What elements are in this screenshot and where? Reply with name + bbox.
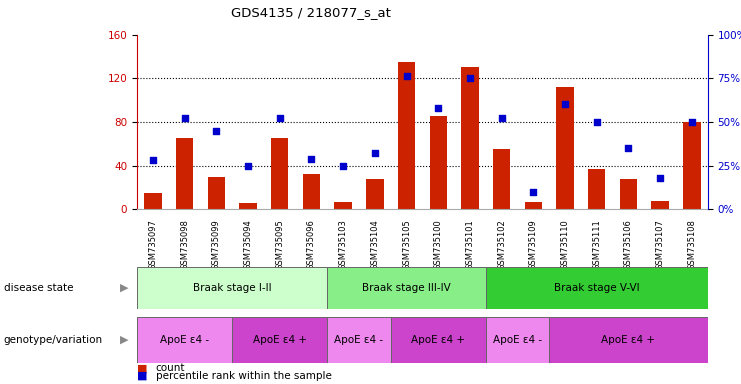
Point xyxy=(210,127,222,134)
Bar xyxy=(366,179,384,209)
Point xyxy=(242,162,254,169)
Text: genotype/variation: genotype/variation xyxy=(4,335,103,345)
Bar xyxy=(525,202,542,209)
Point xyxy=(337,162,349,169)
Bar xyxy=(271,138,288,209)
Bar xyxy=(334,202,352,209)
Bar xyxy=(144,193,162,209)
Text: ■: ■ xyxy=(137,371,147,381)
Text: disease state: disease state xyxy=(4,283,73,293)
Point xyxy=(496,115,508,121)
Text: ■: ■ xyxy=(137,363,147,373)
Bar xyxy=(461,67,479,209)
Text: percentile rank within the sample: percentile rank within the sample xyxy=(156,371,331,381)
Point xyxy=(622,145,634,151)
Bar xyxy=(137,267,328,309)
Point xyxy=(401,73,413,79)
Bar xyxy=(556,87,574,209)
Bar xyxy=(328,317,391,363)
Point xyxy=(464,75,476,81)
Bar xyxy=(328,267,486,309)
Text: ApoE ε4 +: ApoE ε4 + xyxy=(602,335,655,345)
Bar xyxy=(398,62,415,209)
Text: Braak stage V-VI: Braak stage V-VI xyxy=(554,283,639,293)
Point xyxy=(654,175,666,181)
Bar xyxy=(588,169,605,209)
Point xyxy=(274,115,286,121)
Text: Braak stage III-IV: Braak stage III-IV xyxy=(362,283,451,293)
Text: ApoE ε4 +: ApoE ε4 + xyxy=(253,335,307,345)
Bar xyxy=(430,116,447,209)
Text: ApoE ε4 +: ApoE ε4 + xyxy=(411,335,465,345)
Bar xyxy=(137,317,232,363)
Point xyxy=(528,189,539,195)
Point xyxy=(686,119,698,125)
Bar xyxy=(683,122,700,209)
Point xyxy=(179,115,190,121)
Text: ▶: ▶ xyxy=(119,335,128,345)
Bar xyxy=(303,174,320,209)
Text: ▶: ▶ xyxy=(119,283,128,293)
Bar xyxy=(486,267,708,309)
Bar xyxy=(619,179,637,209)
Point xyxy=(147,157,159,164)
Point xyxy=(559,101,571,108)
Text: GDS4135 / 218077_s_at: GDS4135 / 218077_s_at xyxy=(231,6,391,19)
Bar xyxy=(391,317,486,363)
Text: ApoE ε4 -: ApoE ε4 - xyxy=(334,335,384,345)
Text: count: count xyxy=(156,363,185,373)
Text: ApoE ε4 -: ApoE ε4 - xyxy=(160,335,209,345)
Bar xyxy=(486,317,549,363)
Text: ApoE ε4 -: ApoE ε4 - xyxy=(493,335,542,345)
Point xyxy=(369,150,381,156)
Bar xyxy=(176,138,193,209)
Bar xyxy=(493,149,511,209)
Text: Braak stage I-II: Braak stage I-II xyxy=(193,283,271,293)
Bar xyxy=(549,317,708,363)
Bar xyxy=(651,200,669,209)
Point xyxy=(432,105,444,111)
Bar xyxy=(207,177,225,209)
Point xyxy=(591,119,602,125)
Bar xyxy=(232,317,328,363)
Bar xyxy=(239,203,256,209)
Point xyxy=(305,156,317,162)
